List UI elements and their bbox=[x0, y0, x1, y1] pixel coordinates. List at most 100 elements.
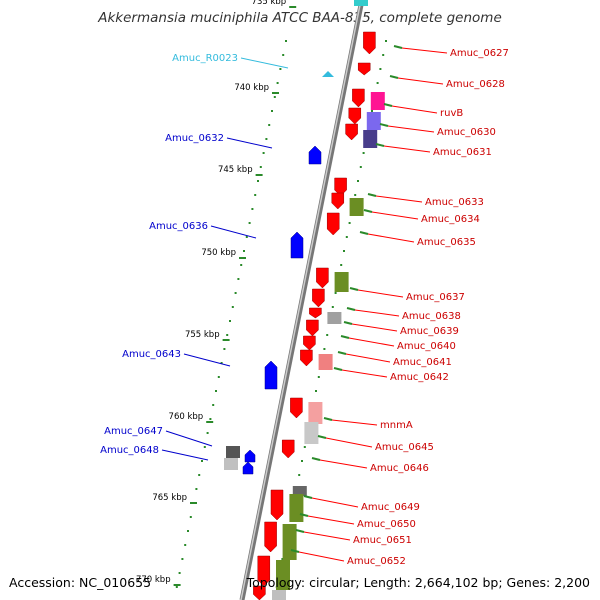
cog-features bbox=[224, 92, 385, 600]
right-gene-label: Amuc_0639 bbox=[400, 326, 459, 337]
cog-box bbox=[318, 354, 333, 370]
label-connector bbox=[311, 497, 359, 508]
right-gene-label: Amuc_0630 bbox=[437, 127, 496, 138]
cog-box bbox=[334, 272, 349, 292]
reverse-gene-arrow bbox=[300, 349, 313, 367]
tick-dot bbox=[281, 558, 284, 560]
scale-labels: 735 kbp 740 kbp 745 kbp 750 kbp 755 kbp 760 k… bbox=[136, 0, 297, 586]
tick-dot bbox=[184, 544, 187, 546]
tick-dot bbox=[265, 138, 268, 140]
tick-dot bbox=[334, 292, 337, 294]
label-tick bbox=[359, 231, 369, 235]
reverse-gene-arrow bbox=[352, 88, 365, 108]
tick-dot bbox=[178, 572, 181, 574]
reverse-gene-arrow bbox=[312, 288, 325, 308]
scale-label: 755 kbp bbox=[185, 330, 220, 340]
label-connector bbox=[371, 211, 419, 220]
cog-box bbox=[370, 92, 385, 110]
cog-box bbox=[292, 486, 307, 496]
label-tick bbox=[379, 123, 389, 127]
tick-dot bbox=[229, 320, 231, 322]
label-tick bbox=[317, 435, 327, 439]
label-connector bbox=[345, 353, 391, 363]
label-tick bbox=[303, 495, 313, 499]
tick-dot bbox=[315, 390, 317, 392]
label-connector bbox=[307, 515, 355, 525]
tick-dot bbox=[187, 530, 189, 532]
label-tick bbox=[337, 351, 347, 355]
tick-dot bbox=[276, 82, 279, 84]
label-tick bbox=[343, 321, 353, 325]
right-gene-label: Amuc_0652 bbox=[347, 556, 406, 567]
tick-dot bbox=[279, 68, 282, 70]
tick-dot bbox=[189, 516, 192, 518]
label-connector bbox=[303, 531, 351, 541]
reverse-gene-arrow bbox=[316, 267, 329, 289]
label-tick bbox=[323, 417, 333, 421]
label-connector bbox=[387, 125, 435, 133]
cog-box bbox=[327, 312, 342, 324]
forward-gene-arrow bbox=[290, 231, 304, 259]
rna-gene-feature bbox=[354, 0, 368, 6]
tick-dot bbox=[175, 586, 178, 588]
right-gene-label: Amuc_0640 bbox=[397, 341, 456, 352]
label-tick bbox=[311, 457, 321, 461]
tick-dot bbox=[231, 306, 234, 308]
label-connector bbox=[331, 419, 378, 426]
scale-label: 750 kbp bbox=[201, 248, 236, 258]
tick-dot bbox=[301, 460, 303, 462]
cog-box bbox=[276, 560, 290, 590]
tick-dot bbox=[220, 362, 223, 364]
right-gene-label: Amuc_0649 bbox=[361, 502, 420, 513]
label-connector bbox=[397, 77, 444, 85]
tick-dot bbox=[343, 250, 345, 252]
forward-gene-arrow bbox=[308, 145, 322, 165]
label-connector bbox=[348, 337, 395, 347]
accession-label: Accession: NC_010655 bbox=[9, 575, 152, 590]
tick-dot bbox=[273, 96, 276, 98]
tick-dot bbox=[201, 460, 203, 462]
tick-dot bbox=[271, 110, 273, 112]
label-tick bbox=[333, 367, 343, 371]
rna-gene-arrow bbox=[322, 71, 334, 77]
right-gene-labels: Amuc_0627 Amuc_0628 ruvB Amuc_0630 Amuc_0631… bbox=[290, 45, 509, 567]
reverse-gene-arrow bbox=[309, 307, 322, 319]
label-tick bbox=[363, 209, 373, 213]
genome-title: Akkermansia muciniphila ATCC BAA-835, co… bbox=[98, 10, 502, 26]
tick-dot bbox=[243, 250, 245, 252]
tick-dot bbox=[382, 54, 385, 56]
reverse-gene-arrow bbox=[348, 107, 362, 125]
right-gene-label: Amuc_0635 bbox=[417, 237, 476, 248]
right-gene-label: Amuc_0627 bbox=[450, 48, 509, 59]
left-gene-labels: Amuc_R0023 Amuc_0632 Amuc_0636 Amuc_0643 Amu… bbox=[100, 53, 289, 461]
tick-dot bbox=[217, 376, 220, 378]
tick-dot bbox=[254, 194, 257, 196]
reverse-gene-arrow bbox=[331, 192, 345, 210]
label-connector bbox=[367, 233, 415, 243]
label-connector bbox=[375, 195, 423, 203]
scale-label: 740 kbp bbox=[234, 83, 269, 93]
backbone bbox=[239, 0, 365, 600]
tick-dot bbox=[282, 54, 285, 56]
scale-label: 745 kbp bbox=[218, 165, 253, 175]
right-gene-label: Amuc_0641 bbox=[393, 357, 452, 368]
label-connector bbox=[319, 459, 368, 469]
right-gene-label: Amuc_0645 bbox=[375, 442, 434, 453]
label-connector bbox=[383, 145, 431, 153]
tick-dot bbox=[268, 124, 271, 126]
label-tick bbox=[383, 103, 393, 107]
right-gene-label: Amuc_0651 bbox=[353, 535, 412, 546]
reverse-gene-arrow bbox=[326, 212, 340, 236]
tick-dot bbox=[376, 82, 379, 84]
reverse-gene-arrow bbox=[345, 123, 358, 141]
label-tick bbox=[340, 335, 350, 339]
cog-box bbox=[289, 494, 304, 522]
tick-dot bbox=[257, 180, 259, 182]
tick-dot bbox=[248, 222, 251, 224]
label-connector bbox=[325, 437, 373, 448]
right-gene-label: ruvB bbox=[440, 108, 463, 119]
tick-dot bbox=[385, 40, 387, 42]
right-gene-label: Amuc_0637 bbox=[406, 292, 465, 303]
tick-dot bbox=[359, 166, 362, 168]
